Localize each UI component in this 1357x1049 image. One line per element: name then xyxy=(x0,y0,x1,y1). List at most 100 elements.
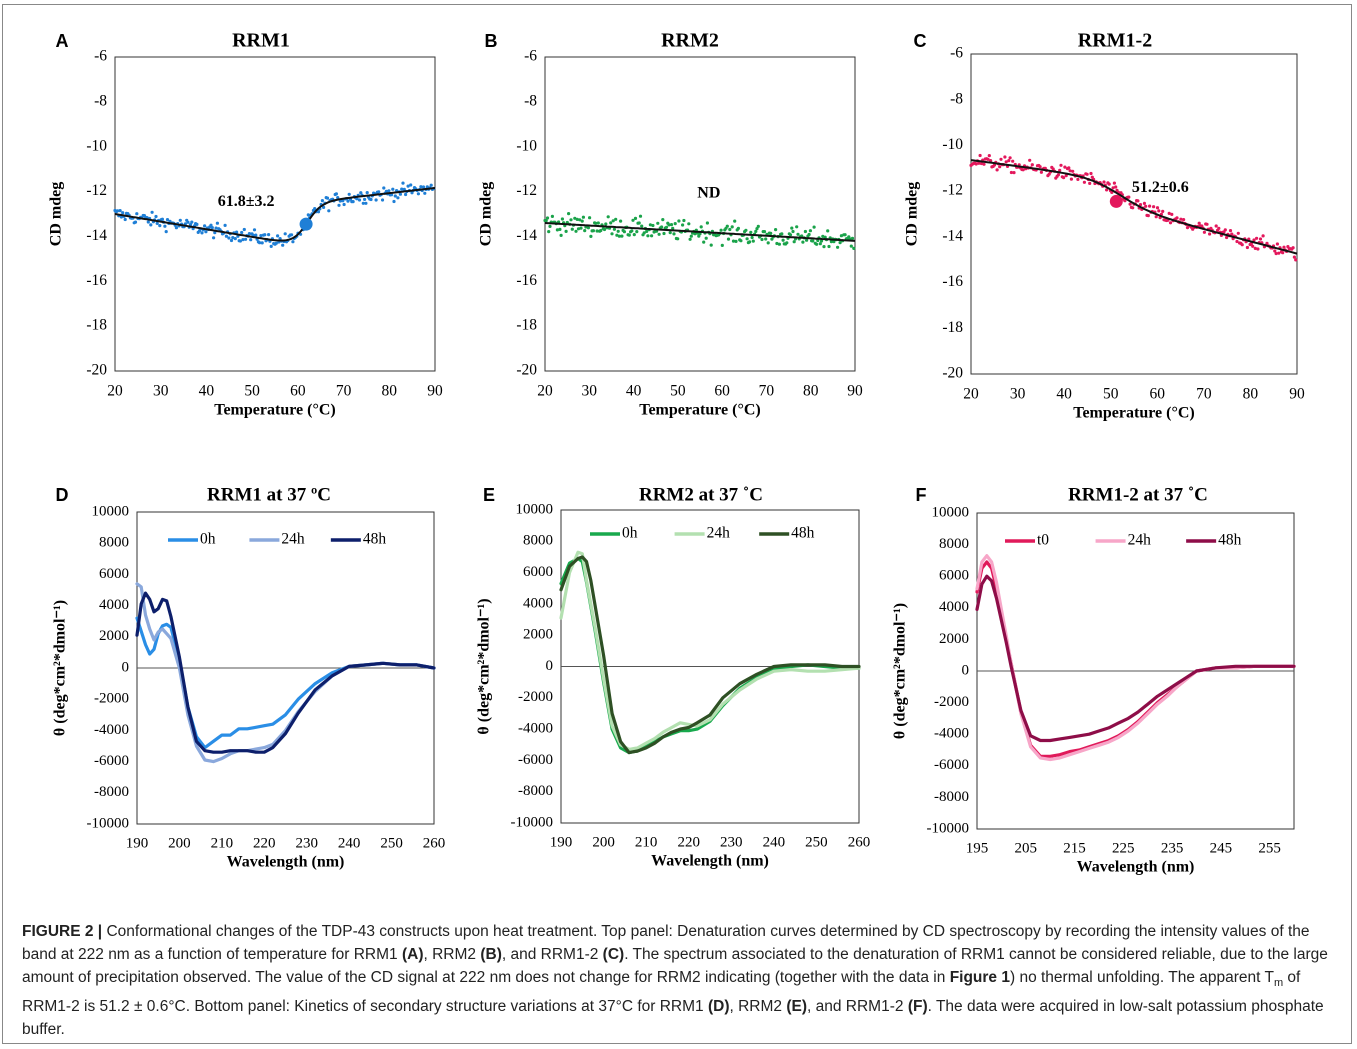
data-point xyxy=(801,240,805,244)
data-point xyxy=(121,211,125,215)
data-point xyxy=(1217,226,1221,230)
data-point xyxy=(699,225,703,229)
data-point xyxy=(781,238,785,242)
y-tick-label: -16 xyxy=(942,273,963,290)
data-point xyxy=(550,214,555,218)
data-point xyxy=(836,245,840,249)
data-point xyxy=(416,192,420,196)
data-point xyxy=(249,238,253,242)
series-line-48h xyxy=(135,591,436,754)
data-point xyxy=(583,229,587,233)
data-point xyxy=(276,234,280,238)
data-point xyxy=(736,226,741,230)
data-point xyxy=(135,212,139,216)
data-point xyxy=(1179,217,1183,221)
y-tick-label: 2000 xyxy=(99,628,129,644)
y-tick-label: -18 xyxy=(86,317,107,334)
data-point xyxy=(209,223,213,227)
x-tick-label: 50 xyxy=(1103,386,1119,403)
plot-area xyxy=(114,56,436,372)
data-point xyxy=(660,225,664,229)
chart-panel-f: F RRM1-2 at 37 ˚C 10000 8000 6000 4000 2000 0 -2… xyxy=(892,484,1296,876)
x-tick-label: 230 xyxy=(720,834,743,850)
x-tick-label: 20 xyxy=(537,383,553,400)
data-point xyxy=(306,213,310,217)
data-point xyxy=(627,233,631,237)
data-point xyxy=(1008,156,1012,160)
data-point xyxy=(751,239,755,243)
y-axis-label: θ (deg*cm²*dmol⁻¹) xyxy=(476,598,493,734)
data-point xyxy=(1003,155,1007,159)
chart-panel-e: E RRM2 at 37 ˚C 10000 8000 6000 4000 2000 0 -200… xyxy=(476,484,871,869)
x-tick-label: 215 xyxy=(1063,840,1086,856)
data-point xyxy=(764,237,768,241)
y-tick-label: 2000 xyxy=(523,627,553,643)
data-point xyxy=(637,221,641,225)
y-tick-label: -20 xyxy=(86,362,107,379)
data-point xyxy=(1058,168,1062,172)
y-axis-label: CD mdeg xyxy=(904,182,921,246)
data-point xyxy=(615,233,619,237)
caption-text: of RRM1-2 is 51.2 ± 0.6°C. Bottom panel:… xyxy=(22,969,1301,1016)
series-line-0h xyxy=(559,556,861,755)
data-point xyxy=(178,218,182,222)
data-point xyxy=(704,236,708,240)
data-point xyxy=(849,244,853,248)
x-tick-label: 260 xyxy=(423,835,446,851)
data-point xyxy=(334,192,338,196)
data-point xyxy=(1167,211,1171,215)
data-point xyxy=(1138,203,1143,207)
data-point xyxy=(780,232,784,236)
data-point xyxy=(578,218,582,222)
data-point xyxy=(688,237,692,241)
data-point xyxy=(1105,188,1109,192)
panel-letter: B xyxy=(485,31,498,51)
y-tick-label: -4000 xyxy=(518,721,553,737)
y-tick-label: -10 xyxy=(86,137,107,154)
data-point xyxy=(819,239,824,243)
x-tick-label: 195 xyxy=(966,840,989,856)
y-tick-label: -10000 xyxy=(927,820,970,836)
fit-curve xyxy=(544,222,856,242)
data-point xyxy=(726,237,731,241)
x-axis-label: Wavelength (nm) xyxy=(651,853,769,870)
data-point xyxy=(1223,228,1227,232)
y-tick-label: -20 xyxy=(516,362,537,379)
x-tick-label: 80 xyxy=(1243,386,1259,403)
legend-label: 24h xyxy=(1128,532,1152,549)
data-point xyxy=(1071,169,1075,173)
data-point xyxy=(733,219,737,223)
data-point xyxy=(1131,206,1135,210)
data-point xyxy=(573,216,577,220)
data-point xyxy=(730,225,734,229)
data-point xyxy=(355,197,359,201)
data-point xyxy=(630,229,634,233)
data-point xyxy=(1154,215,1158,219)
y-tick-label: -18 xyxy=(942,319,963,336)
data-point xyxy=(123,217,127,222)
data-point xyxy=(595,229,599,233)
data-point xyxy=(977,161,981,165)
data-point xyxy=(240,230,244,235)
data-point xyxy=(163,224,167,228)
x-tick-label: 30 xyxy=(582,383,598,400)
data-point xyxy=(155,221,159,225)
data-point xyxy=(986,157,990,161)
data-point xyxy=(667,223,671,227)
y-tick-label: -8 xyxy=(524,92,537,109)
chart-title: RRM2 xyxy=(661,30,719,52)
data-point xyxy=(204,230,208,234)
data-point xyxy=(364,201,368,205)
data-point xyxy=(631,218,635,222)
y-tick-label: -14 xyxy=(942,227,963,244)
data-point xyxy=(351,200,355,204)
x-tick-label: 60 xyxy=(290,383,306,400)
data-point xyxy=(979,161,984,166)
y-tick-label: -14 xyxy=(86,227,107,244)
caption-text: ) no thermal unfolding. The apparent T xyxy=(1009,969,1274,986)
caption-text: , RRM2 xyxy=(729,998,787,1016)
data-point xyxy=(852,246,856,250)
chart-title: RRM1-2 xyxy=(1078,30,1152,52)
